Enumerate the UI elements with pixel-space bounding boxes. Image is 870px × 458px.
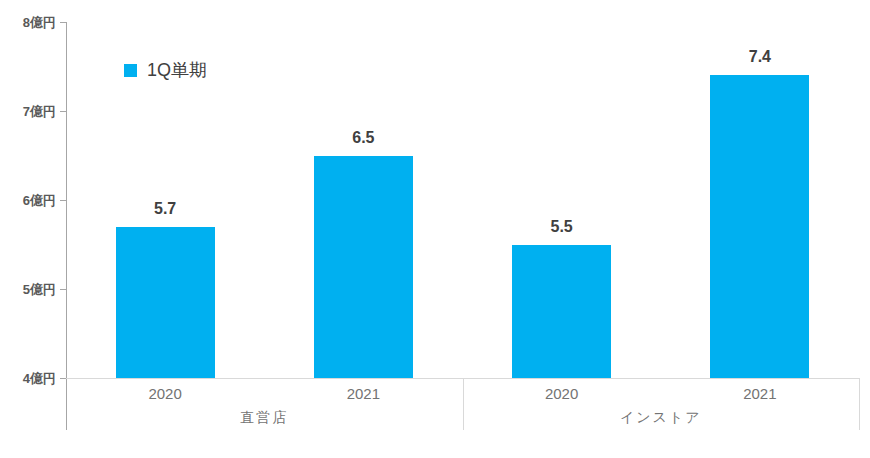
y-tick-mark <box>60 22 66 23</box>
bar-value-label: 5.5 <box>551 218 573 236</box>
bar <box>710 75 809 378</box>
bar <box>512 245 611 379</box>
y-tick-label: 8億円 <box>10 16 56 29</box>
group-separator <box>859 378 860 430</box>
bar <box>314 156 413 379</box>
bar-value-label: 5.7 <box>154 200 176 218</box>
group-separator <box>463 378 464 430</box>
x-group-label: インストア <box>620 410 702 424</box>
legend-swatch-icon <box>124 64 137 77</box>
y-tick-label: 7億円 <box>10 105 56 118</box>
y-tick-label: 5億円 <box>10 283 56 296</box>
x-category-label: 2020 <box>545 386 578 401</box>
y-tick-mark <box>60 289 66 290</box>
bar-value-label: 7.4 <box>749 48 771 66</box>
legend-label: 1Q単期 <box>147 61 207 81</box>
x-category-label: 2021 <box>743 386 776 401</box>
bar-value-label: 6.5 <box>352 129 374 147</box>
bar-chart: 1Q単期 8億円 7億円 6億円 5億円 4億円 5.7 2020 6.5 2021 直営店 5.5… <box>0 0 870 458</box>
y-tick-mark <box>60 200 66 201</box>
y-tick-mark <box>60 111 66 112</box>
x-category-label: 2021 <box>347 386 380 401</box>
y-tick-label: 4億円 <box>10 372 56 385</box>
x-category-label: 2020 <box>148 386 181 401</box>
y-tick-label: 6億円 <box>10 194 56 207</box>
bar <box>116 227 215 378</box>
chart-legend: 1Q単期 <box>124 61 207 81</box>
y-axis-line <box>66 22 67 430</box>
x-group-label: 直営店 <box>240 410 288 424</box>
